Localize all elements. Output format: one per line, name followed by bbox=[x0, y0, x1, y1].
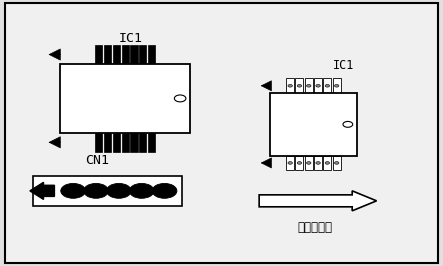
Bar bbox=[113, 133, 120, 152]
Bar bbox=[121, 133, 128, 152]
Bar bbox=[95, 133, 102, 152]
Bar bbox=[314, 78, 322, 93]
Text: 过波峰方向: 过波峰方向 bbox=[297, 221, 332, 234]
Circle shape bbox=[334, 161, 339, 164]
Circle shape bbox=[129, 184, 154, 198]
Circle shape bbox=[325, 84, 330, 87]
Circle shape bbox=[316, 84, 320, 87]
Bar bbox=[270, 93, 357, 156]
Bar bbox=[33, 176, 182, 206]
Bar bbox=[323, 78, 331, 93]
Text: CN1: CN1 bbox=[85, 155, 109, 167]
Bar bbox=[305, 78, 313, 93]
Bar bbox=[286, 156, 294, 170]
Bar bbox=[130, 133, 137, 152]
Bar bbox=[148, 45, 155, 64]
Circle shape bbox=[175, 95, 186, 102]
Bar bbox=[121, 45, 128, 64]
Circle shape bbox=[334, 84, 339, 87]
Bar bbox=[286, 78, 294, 93]
Bar bbox=[295, 78, 303, 93]
Bar bbox=[139, 133, 146, 152]
Bar bbox=[333, 78, 341, 93]
Circle shape bbox=[316, 161, 320, 164]
Circle shape bbox=[106, 184, 131, 198]
Bar bbox=[333, 156, 341, 170]
Bar bbox=[95, 45, 102, 64]
Circle shape bbox=[307, 161, 311, 164]
Circle shape bbox=[325, 161, 330, 164]
Circle shape bbox=[84, 184, 109, 198]
Polygon shape bbox=[259, 191, 377, 211]
Bar bbox=[305, 156, 313, 170]
Bar bbox=[295, 156, 303, 170]
Bar bbox=[139, 45, 146, 64]
Bar bbox=[60, 64, 190, 133]
Circle shape bbox=[152, 184, 177, 198]
Circle shape bbox=[297, 84, 302, 87]
FancyArrow shape bbox=[30, 182, 54, 200]
Circle shape bbox=[297, 161, 302, 164]
Text: IC1: IC1 bbox=[333, 59, 354, 72]
Circle shape bbox=[61, 184, 85, 198]
Circle shape bbox=[307, 84, 311, 87]
Text: IC1: IC1 bbox=[119, 32, 143, 45]
Circle shape bbox=[288, 161, 292, 164]
Bar bbox=[130, 45, 137, 64]
Bar bbox=[323, 156, 331, 170]
Circle shape bbox=[288, 84, 292, 87]
Circle shape bbox=[343, 122, 353, 127]
Bar bbox=[104, 45, 111, 64]
Bar bbox=[314, 156, 322, 170]
Bar bbox=[104, 133, 111, 152]
Bar bbox=[148, 133, 155, 152]
Bar bbox=[113, 45, 120, 64]
